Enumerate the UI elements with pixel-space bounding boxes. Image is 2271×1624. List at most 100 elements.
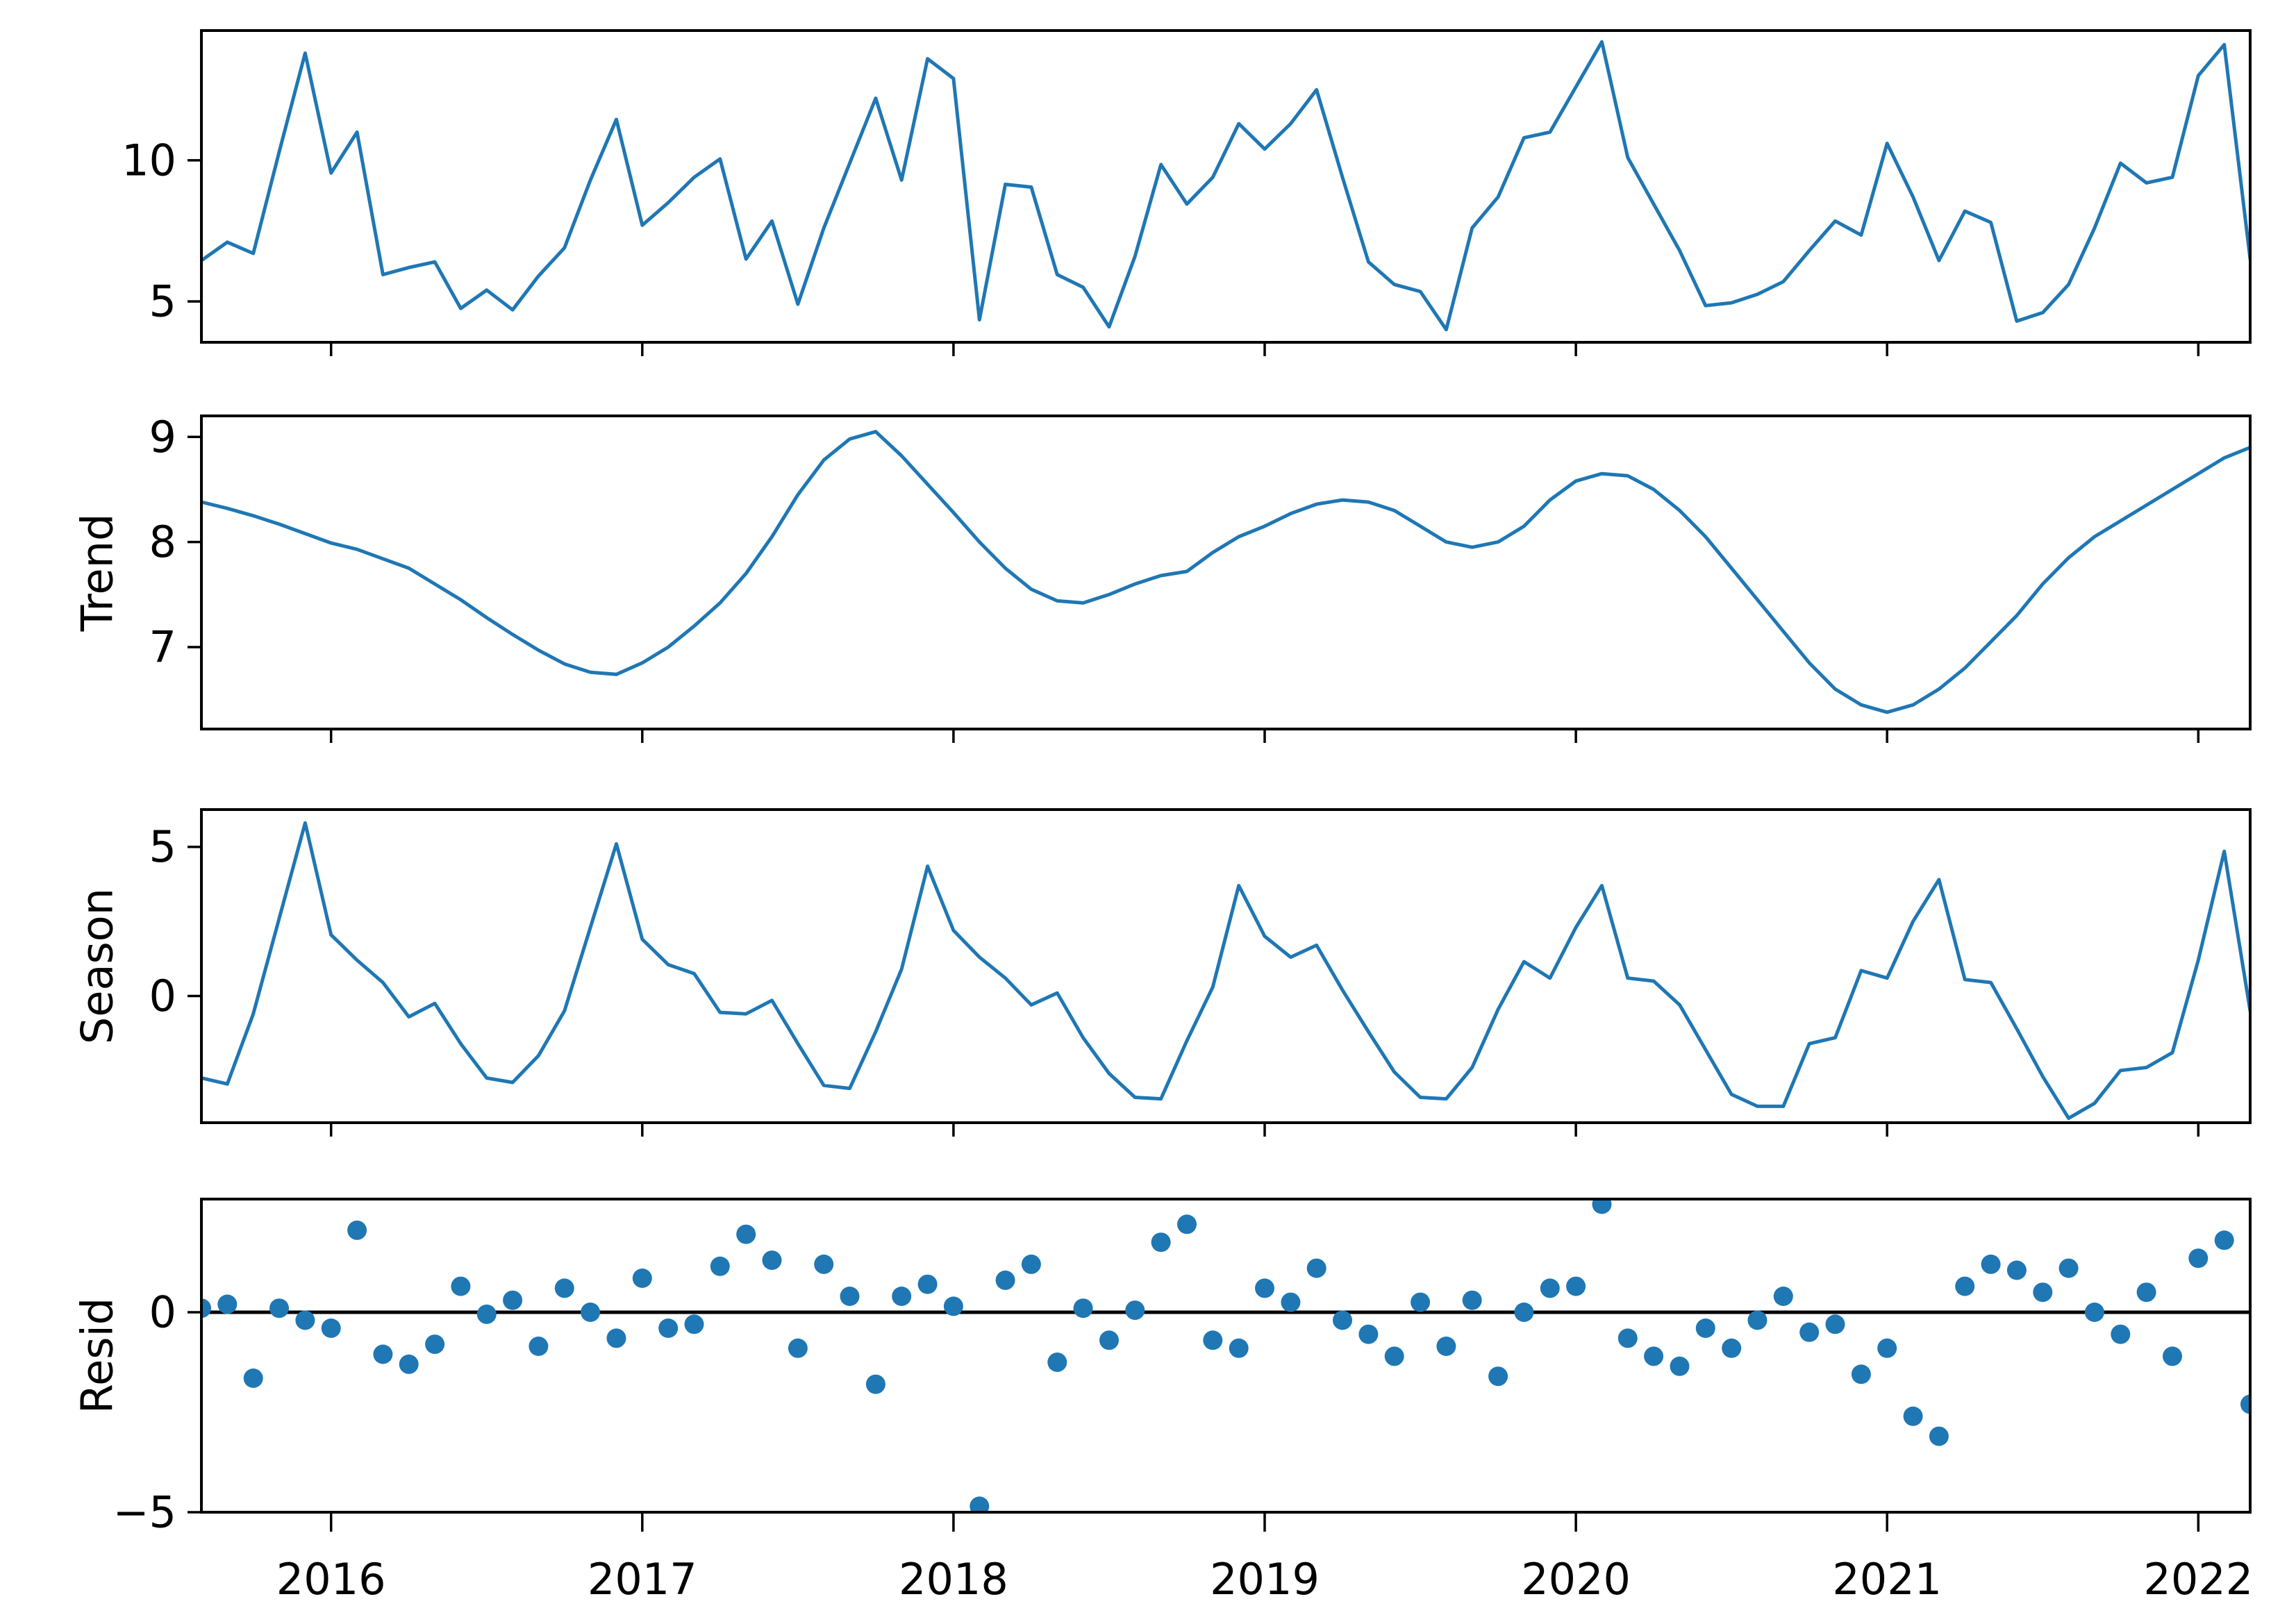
resid-point <box>684 1314 704 1334</box>
resid-point <box>1644 1346 1664 1366</box>
resid-point <box>658 1319 679 1338</box>
trend-line <box>201 430 2250 714</box>
resid-point <box>2188 1248 2208 1269</box>
resid-point <box>1903 1406 1923 1426</box>
resid-point <box>2163 1346 2182 1366</box>
resid-point <box>1592 1199 1612 1214</box>
resid-point <box>581 1303 601 1322</box>
resid-point <box>347 1220 367 1240</box>
resid-point <box>1799 1322 1820 1342</box>
resid-point <box>399 1354 419 1374</box>
resid-point <box>1695 1319 1715 1338</box>
resid-point <box>269 1298 289 1319</box>
resid-point <box>1747 1310 1767 1330</box>
observed-line <box>201 40 2250 332</box>
resid-point <box>1670 1356 1690 1376</box>
resid-point <box>1955 1276 1975 1296</box>
resid-point <box>243 1368 263 1388</box>
season-panel <box>201 821 2250 1121</box>
resid-point <box>1981 1254 2001 1274</box>
resid-point <box>943 1296 963 1316</box>
resid-point <box>1617 1328 1638 1348</box>
xtick-label-2018: 2018 <box>899 1554 1008 1605</box>
resid-point <box>1125 1300 1145 1321</box>
resid-point <box>2240 1394 2250 1414</box>
season-ytick-label: 5 <box>149 821 176 872</box>
xtick-label-2021: 2021 <box>1832 1554 1942 1605</box>
resid-ytick-label: −5 <box>113 1487 176 1538</box>
resid-point <box>2006 1260 2027 1280</box>
resid-point <box>1255 1278 1274 1298</box>
resid-point <box>1436 1337 1456 1356</box>
resid-point <box>865 1374 885 1394</box>
resid-point <box>1281 1292 1301 1312</box>
resid-point <box>1384 1346 1404 1366</box>
xtick-label-2016: 2016 <box>276 1554 386 1605</box>
resid-point <box>814 1254 834 1274</box>
resid-point <box>736 1224 756 1244</box>
resid-point <box>554 1278 574 1298</box>
resid-point <box>1229 1338 1249 1358</box>
resid-point <box>503 1290 523 1310</box>
resid-point <box>1047 1353 1067 1372</box>
resid-point <box>762 1250 782 1271</box>
observed-ytick-label: 5 <box>149 276 176 327</box>
resid-point <box>1333 1310 1352 1330</box>
resid-point <box>2058 1258 2079 1278</box>
resid-point <box>995 1270 1015 1290</box>
resid-point <box>840 1287 860 1306</box>
resid-point <box>1021 1254 1041 1274</box>
resid-point <box>1722 1338 1742 1358</box>
resid-point <box>529 1337 549 1356</box>
resid-point <box>1773 1287 1793 1306</box>
resid-point <box>892 1287 912 1306</box>
resid-point <box>425 1334 445 1355</box>
resid-point <box>606 1328 626 1348</box>
resid-point <box>321 1319 341 1338</box>
resid-point <box>2136 1282 2156 1303</box>
resid-axis-label: Resid <box>72 1298 123 1414</box>
resid-point <box>1825 1314 1845 1334</box>
trend-ytick-label: 7 <box>149 621 176 672</box>
resid-point <box>970 1496 990 1512</box>
resid-point <box>451 1276 471 1296</box>
resid-point <box>373 1344 393 1364</box>
resid-point <box>2214 1230 2234 1250</box>
xtick-label-2022: 2022 <box>2143 1554 2253 1605</box>
xtick-label-2020: 2020 <box>1521 1554 1631 1605</box>
resid-point <box>1488 1366 1508 1387</box>
season-line <box>201 821 2250 1121</box>
resid-point <box>1099 1330 1119 1350</box>
resid-frame <box>200 1198 2252 1514</box>
xtick-label-2019: 2019 <box>1210 1554 1320 1605</box>
resid-point <box>632 1269 652 1288</box>
resid-point <box>217 1294 238 1314</box>
observed-frame <box>200 29 2252 344</box>
observed-ytick-label: 10 <box>122 135 176 185</box>
resid-point <box>1540 1278 1560 1298</box>
resid-point <box>2033 1282 2053 1303</box>
resid-panel <box>201 1199 2250 1512</box>
resid-point <box>1151 1232 1171 1253</box>
trend-panel <box>201 430 2250 714</box>
resid-point <box>1203 1330 1223 1350</box>
resid-point <box>1411 1292 1431 1312</box>
season-frame <box>200 808 2252 1124</box>
resid-point <box>295 1310 315 1330</box>
resid-point <box>1177 1214 1197 1234</box>
resid-point <box>1073 1298 1093 1319</box>
season-ytick-label: 0 <box>149 971 176 1021</box>
resid-point <box>1306 1258 1326 1278</box>
resid-point <box>201 1298 211 1319</box>
resid-point <box>2084 1303 2104 1322</box>
resid-point <box>1462 1290 1482 1310</box>
resid-point <box>1358 1324 1379 1344</box>
xtick-label-2017: 2017 <box>588 1554 697 1605</box>
resid-point <box>710 1256 730 1276</box>
trend-axis-label: Trend <box>72 514 123 633</box>
resid-point <box>917 1274 938 1294</box>
trend-frame <box>200 415 2252 730</box>
resid-point <box>1514 1303 1534 1322</box>
resid-point <box>1877 1338 1897 1358</box>
